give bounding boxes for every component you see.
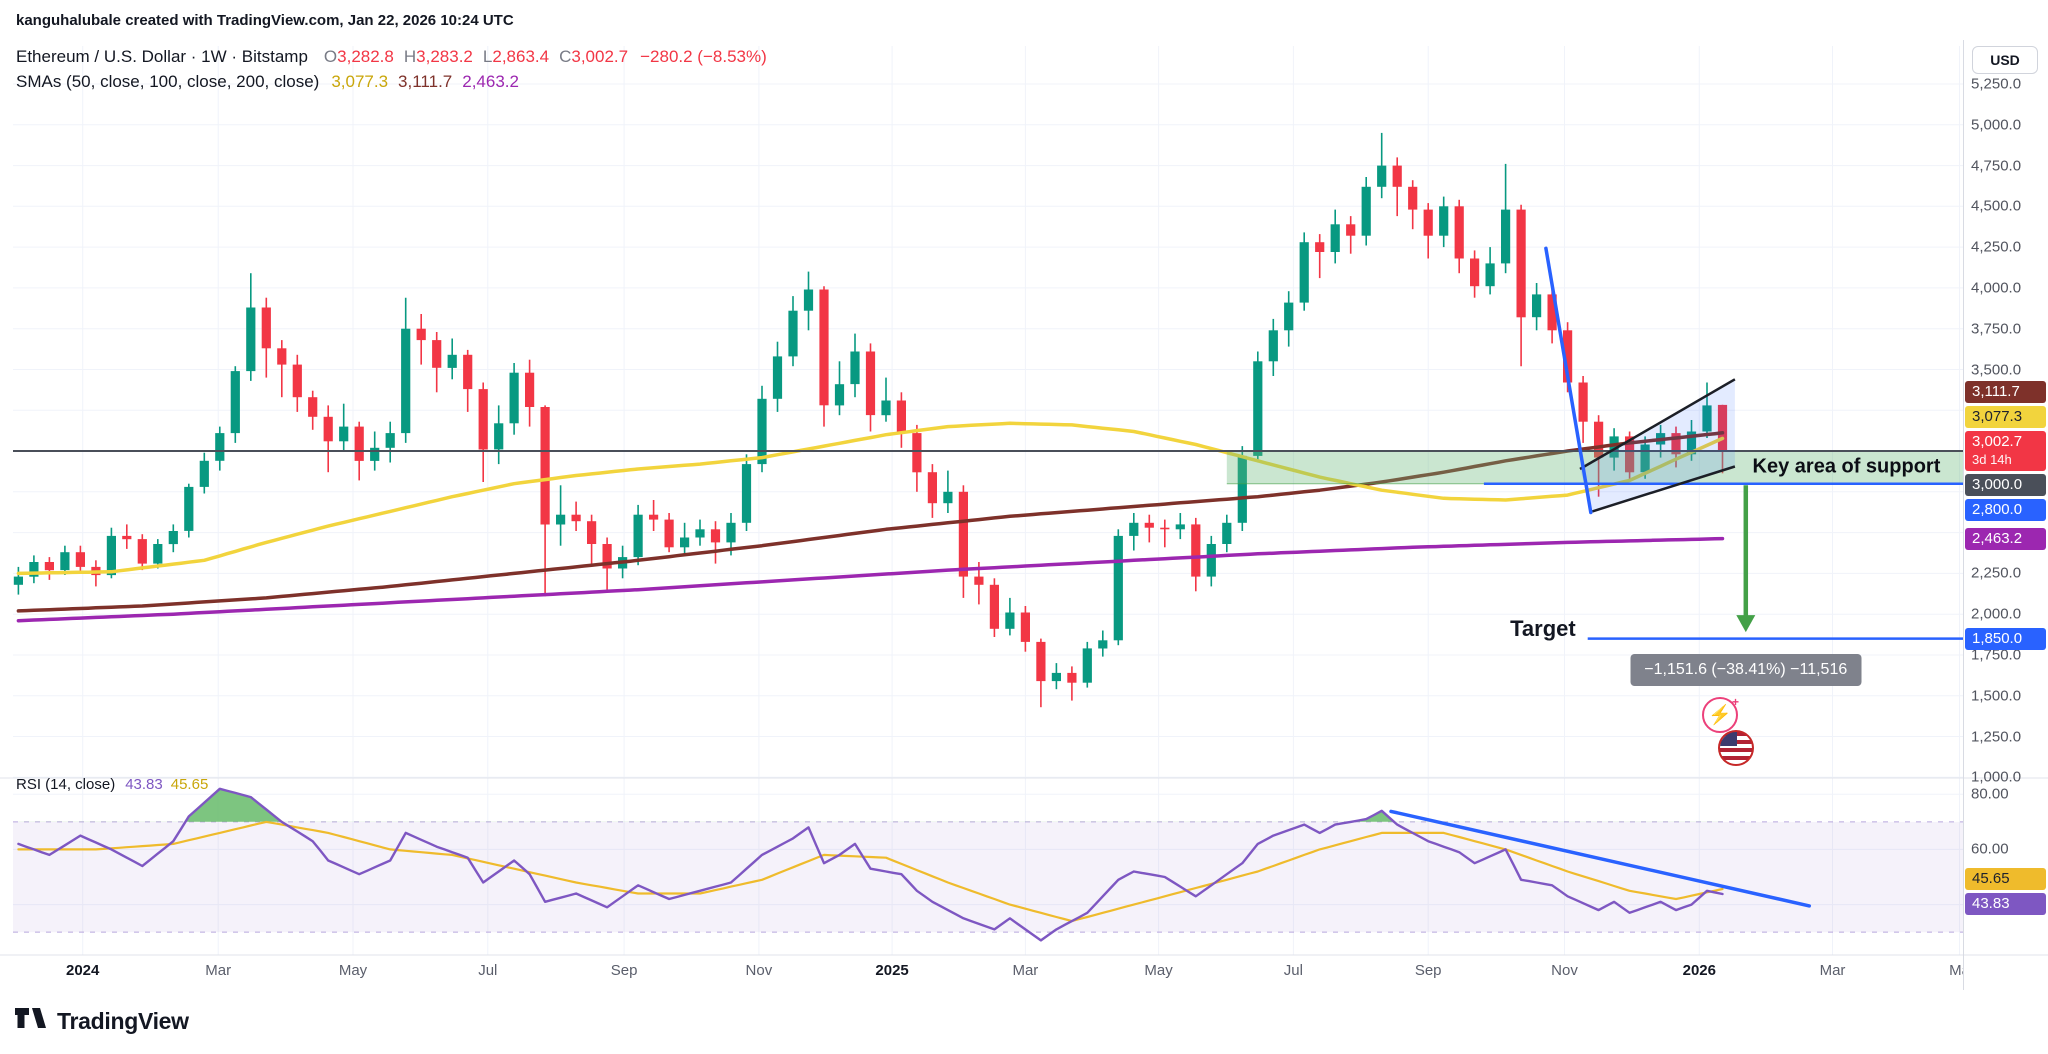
symbol-legend: Ethereum / U.S. Dollar · 1W · Bitstamp O3… <box>16 44 767 94</box>
attribution-text: kanguhalubale created with TradingView.c… <box>16 11 514 29</box>
close-value: 3,002.7 <box>571 47 629 66</box>
time-tick: May <box>1144 962 1173 979</box>
target-label[interactable]: Target <box>1510 615 1576 641</box>
sma50-price-label: 3,077.3 <box>1965 406 2046 429</box>
sma100-value: 3,111.7 <box>398 72 453 91</box>
price-tick: 2,000.0 <box>1971 605 2022 623</box>
time-tick: Mar <box>1012 962 1039 979</box>
time-tick: 2025 <box>875 962 909 979</box>
price-tick: 4,250.0 <box>1971 238 2022 256</box>
rsi-tick: 60.00 <box>1971 840 2009 858</box>
price-tick: 4,000.0 <box>1971 279 2022 297</box>
rsi-legend: RSI (14, close) 43.83 45.65 <box>16 776 208 793</box>
us-flag-sticker-icon[interactable] <box>1718 730 1754 766</box>
legend-row-symbol: Ethereum / U.S. Dollar · 1W · Bitstamp O3… <box>16 44 767 69</box>
time-tick: Nov <box>1551 962 1578 979</box>
rsi-value: 43.83 <box>125 776 163 793</box>
low-label: L <box>482 47 493 66</box>
time-tick: Mar <box>1819 962 1846 979</box>
price-tick: 5,250.0 <box>1971 75 2022 93</box>
time-tick: Sep <box>610 962 638 979</box>
time-tick: Mar <box>205 962 232 979</box>
time-tick: Jul <box>478 962 498 979</box>
sma50-value: 3,077.3 <box>331 72 389 91</box>
lightning-sticker-icon[interactable]: ⚡ + <box>1702 695 1739 733</box>
price-tick: 4,500.0 <box>1971 197 2022 215</box>
footer-brand-link[interactable]: TradingView <box>14 992 189 1050</box>
price-tick: 1,500.0 <box>1971 687 2022 705</box>
time-tick: 2026 <box>1682 962 1716 979</box>
price-tick: 2,250.0 <box>1971 564 2022 582</box>
price-tick: 1,000.0 <box>1971 768 2022 786</box>
open-label: O <box>323 47 338 66</box>
open-value: 3,282.8 <box>337 47 394 66</box>
sma200-price-label: 2,463.2 <box>1965 527 2046 550</box>
price-tick: 4,750.0 <box>1971 157 2022 175</box>
high-value: 3,283.2 <box>416 47 473 66</box>
sma100-price-label: 3,111.7 <box>1965 381 2046 404</box>
price-tick: 1,750.0 <box>1971 646 2022 664</box>
price-tick: 1,250.0 <box>1971 728 2022 745</box>
legend-row-sma: SMAs (50, close, 100, close, 200, close)… <box>16 69 767 94</box>
time-tick: Nov <box>745 962 773 979</box>
price-tick: 3,750.0 <box>1971 320 2022 338</box>
hline-2800-price-label: 2,800.0 <box>1965 499 2046 522</box>
time-tick: Ma <box>1949 962 1963 979</box>
close-label: C <box>559 47 572 66</box>
time-tick: Jul <box>1283 962 1303 979</box>
price-tick: 3,500.0 <box>1971 361 2022 378</box>
rsi-value-price-label: 43.83 <box>1965 893 2046 915</box>
rsi-ma-price-label: 45.65 <box>1965 868 2046 890</box>
price-range-measure-label[interactable]: −1,151.6 (−38.41%) −11,516 <box>1630 653 1862 686</box>
brand-text: TradingView <box>57 1007 189 1034</box>
key-area-of-support-label[interactable]: Key area of support <box>1752 455 1941 478</box>
hline-3000-price-label: 3,000.0 <box>1965 474 2046 497</box>
change-value: −280.2 (−8.53%) <box>640 47 767 66</box>
symbol-title[interactable]: Ethereum / U.S. Dollar · 1W · Bitstamp <box>16 47 308 66</box>
time-axis[interactable]: 2024 Mar May Jul Sep Nov 2025 Mar May Jul Sep Nov 20… <box>0 955 1963 989</box>
sma200-value: 2,463.2 <box>462 72 519 91</box>
high-label: H <box>403 47 417 66</box>
time-tick: May <box>338 962 368 979</box>
currency-toggle-button[interactable]: USD <box>1972 46 2038 74</box>
low-value: 2,863.4 <box>492 47 550 66</box>
rsi-tick: 80.00 <box>1971 785 2009 803</box>
last-price-label: 3,002.7 3d 14h <box>1965 431 2046 472</box>
price-tick: 5,000.0 <box>1971 116 2022 134</box>
time-tick: 2024 <box>66 962 100 979</box>
tradingview-logo-icon <box>15 1008 46 1028</box>
rsi-ma-value: 45.65 <box>170 776 209 793</box>
time-tick: Sep <box>1414 962 1442 979</box>
rsi-indicator-title[interactable]: RSI (14, close) <box>16 776 116 793</box>
sma-indicator-title[interactable]: SMAs (50, close, 100, close, 200, close) <box>16 72 320 91</box>
target-price-label: 1,850.0 <box>1965 627 2046 650</box>
